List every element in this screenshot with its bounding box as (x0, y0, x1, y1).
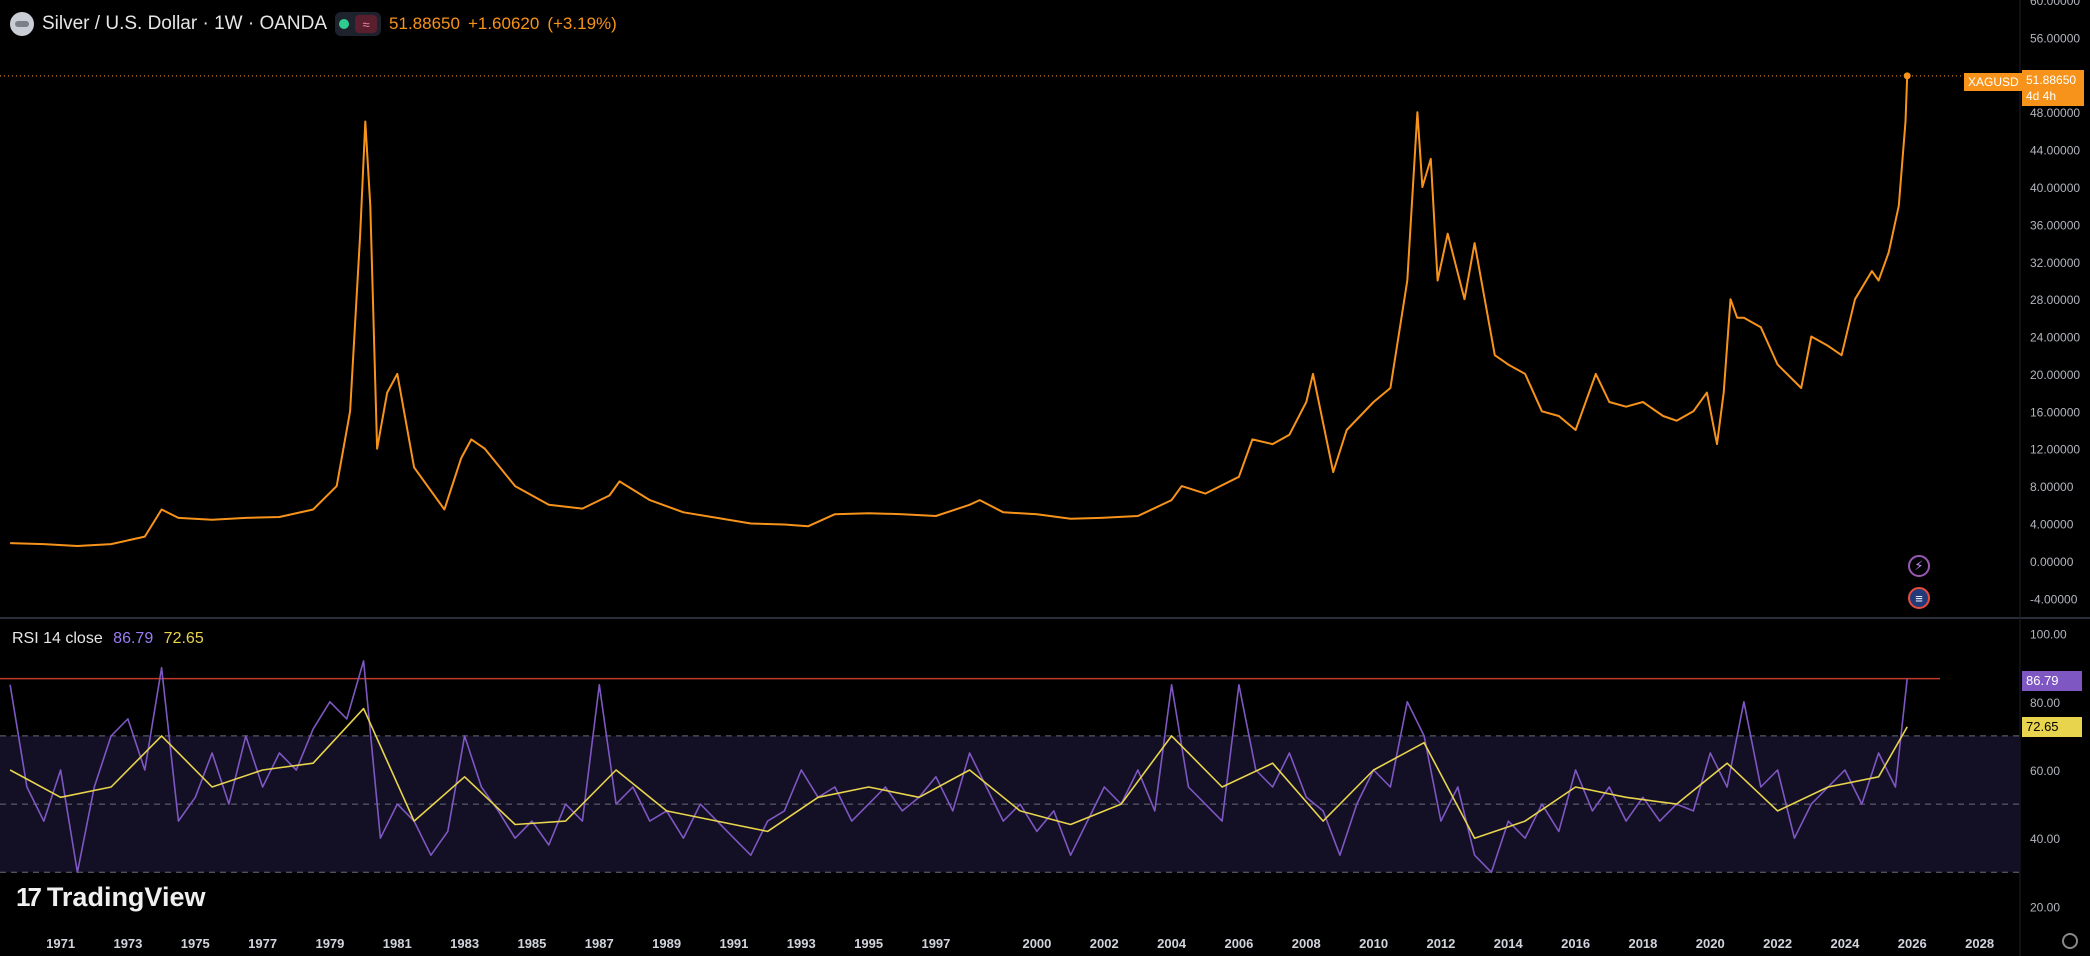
price-tick-label: 24.00000 (2030, 331, 2080, 345)
rsi-ma-scale-badge: 72.65 (2022, 717, 2082, 737)
time-tick-label: 2018 (1628, 936, 1657, 951)
price-tick-label: 12.00000 (2030, 443, 2080, 457)
price-tick-label: -4.00000 (2030, 592, 2078, 606)
tradingview-logo[interactable]: 17 TradingView (16, 882, 205, 913)
price-tick-label: 4.00000 (2030, 518, 2074, 532)
price-tick-label: 44.00000 (2030, 144, 2080, 158)
time-tick-label: 1989 (652, 936, 681, 951)
time-tick-label: 1991 (719, 936, 748, 951)
time-tick-label: 1983 (450, 936, 479, 951)
time-tick-label: 1997 (921, 936, 950, 951)
rsi-legend[interactable]: RSI 14 close 86.79 72.65 (12, 630, 204, 648)
price-tick-label: 28.00000 (2030, 293, 2080, 307)
rsi-tick-label: 80.00 (2030, 696, 2060, 710)
time-tick-label: 2006 (1224, 936, 1253, 951)
symbol-price-label: XAGUSD (1964, 73, 2023, 91)
rsi-ma-line (9, 707, 1908, 840)
rsi-series-line (9, 660, 1908, 874)
price-change: +1.60620 (467, 14, 540, 33)
time-tick-label: 1973 (113, 936, 142, 951)
price-tick-label: 16.00000 (2030, 405, 2080, 419)
settings-icon[interactable] (2062, 933, 2078, 949)
us-flag-icon[interactable]: ≡ (1908, 587, 1930, 609)
rsi-tick-label: 40.00 (2030, 832, 2060, 846)
rsi-scale-badge: 86.79 (2022, 671, 2082, 691)
time-tick-label: 2026 (1898, 936, 1927, 951)
time-tick-label: 2000 (1022, 936, 1051, 951)
status-pills[interactable]: ≈ (335, 12, 382, 36)
time-tick-label: 2002 (1090, 936, 1119, 951)
time-tick-label: 2008 (1292, 936, 1321, 951)
price-badge-value: 51.88650 (2026, 73, 2077, 87)
time-tick-label: 1985 (517, 936, 546, 951)
rsi-tick-label: 100.00 (2030, 628, 2067, 642)
time-tick-label: 2020 (1696, 936, 1725, 951)
price-change-pct: (+3.19%) (547, 14, 617, 33)
last-price: 51.88650 (389, 14, 460, 33)
last-price-dot (1903, 72, 1911, 80)
price-scale-badge: 51.88650 4d 4h (2022, 70, 2084, 106)
flash-icon[interactable]: ⚡ (1908, 555, 1930, 577)
tradingview-logo-icon: 17 (16, 882, 42, 912)
price-tick-label: 40.00000 (2030, 181, 2080, 195)
time-tick-label: 2012 (1426, 936, 1455, 951)
time-tick-label: 1971 (46, 936, 75, 951)
time-tick-label: 1995 (854, 936, 883, 951)
time-tick-label: 2024 (1830, 936, 1860, 951)
rsi-tick-label: 60.00 (2030, 764, 2060, 778)
price-tick-label: 56.00000 (2030, 31, 2080, 45)
price-tick-label: 8.00000 (2030, 480, 2074, 494)
time-tick-label: 1993 (787, 936, 816, 951)
data-warning-icon[interactable]: ≈ (355, 15, 378, 33)
price-tick-label: 0.00000 (2030, 555, 2074, 569)
time-tick-label: 2022 (1763, 936, 1792, 951)
rsi-ma-value: 72.65 (163, 630, 204, 647)
brand-name: TradingView (46, 882, 206, 912)
price-tick-label: 36.00000 (2030, 218, 2080, 232)
price-tick-label: 20.00000 (2030, 368, 2080, 382)
time-tick-label: 1987 (585, 936, 614, 951)
time-tick-label: 1975 (181, 936, 210, 951)
rsi-value: 86.79 (113, 630, 154, 647)
price-badge-countdown: 4d 4h (2026, 89, 2057, 103)
rsi-label: RSI 14 close (12, 630, 103, 647)
price-tick-label: 48.00000 (2030, 106, 2080, 120)
silver-coin-icon[interactable] (10, 12, 34, 36)
time-tick-label: 2016 (1561, 936, 1590, 951)
time-tick-label: 1981 (383, 936, 412, 951)
price-series-line (10, 75, 1909, 547)
price-tick-label: 60.00000 (2030, 0, 2080, 8)
time-tick-label: 1977 (248, 936, 277, 951)
price-tick-label: 32.00000 (2030, 256, 2080, 270)
time-tick-label: 2004 (1157, 936, 1187, 951)
symbol-legend: Silver / U.S. Dollar · 1W · OANDA ≈ 51.8… (10, 12, 617, 36)
symbol-title[interactable]: Silver / U.S. Dollar · 1W · OANDA (42, 13, 328, 34)
market-status-icon (339, 19, 350, 29)
time-tick-label: 2014 (1494, 936, 1524, 951)
time-tick-label: 1979 (315, 936, 344, 951)
rsi-tick-label: 20.00 (2030, 900, 2060, 914)
time-tick-label: 2028 (1965, 936, 1994, 951)
time-tick-label: 2010 (1359, 936, 1388, 951)
